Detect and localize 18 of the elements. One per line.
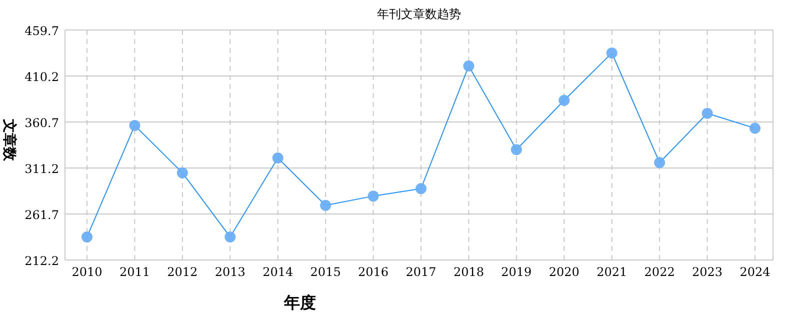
x-tick-label: 2021	[596, 265, 628, 279]
chart-title: 年刊文章数趋势	[377, 7, 461, 21]
x-tick-label: 2017	[406, 265, 436, 279]
x-tick-label: 2023	[692, 265, 723, 279]
x-tick-label: 2022	[644, 265, 675, 279]
x-tick-label: 2019	[501, 265, 532, 279]
x-tick-label: 2018	[453, 265, 484, 279]
x-tick-label: 2016	[358, 265, 389, 279]
x-tick-label: 2013	[214, 265, 246, 279]
x-tick-label: 2014	[262, 265, 294, 279]
x-tick-label: 2024	[740, 265, 771, 279]
x-tick-label: 2011	[119, 265, 150, 279]
x-tick-label: 2020	[548, 265, 580, 279]
x-axis-title: 年度	[283, 293, 316, 312]
x-tick-label: 2015	[310, 265, 341, 279]
y-axis-title: 文章数	[1, 118, 18, 162]
x-tick-label: 2012	[167, 265, 198, 279]
x-tick-label: 2010	[72, 265, 102, 279]
